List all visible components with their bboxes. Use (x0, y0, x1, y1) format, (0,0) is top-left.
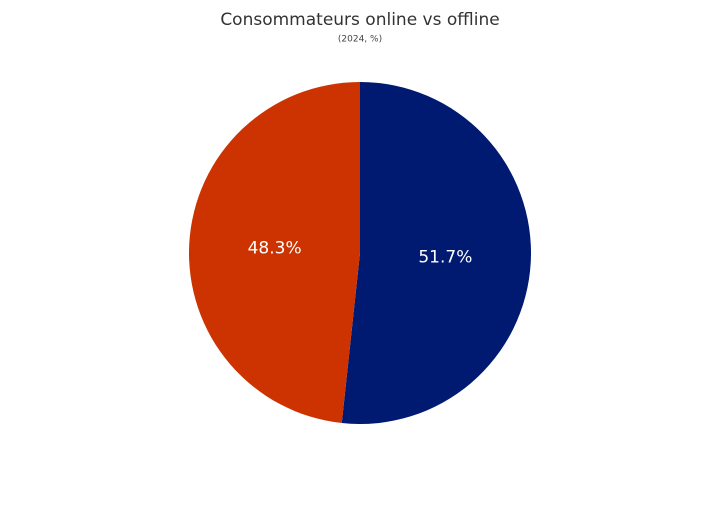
data-label: 48.3% (248, 238, 302, 258)
data-label: 51.7% (418, 248, 472, 268)
pie-slice (189, 82, 360, 424)
pie-slice (341, 82, 532, 425)
chart-subtitle: (2024, %) (338, 35, 382, 45)
chart-title: Consommateurs online vs offline (220, 10, 499, 30)
